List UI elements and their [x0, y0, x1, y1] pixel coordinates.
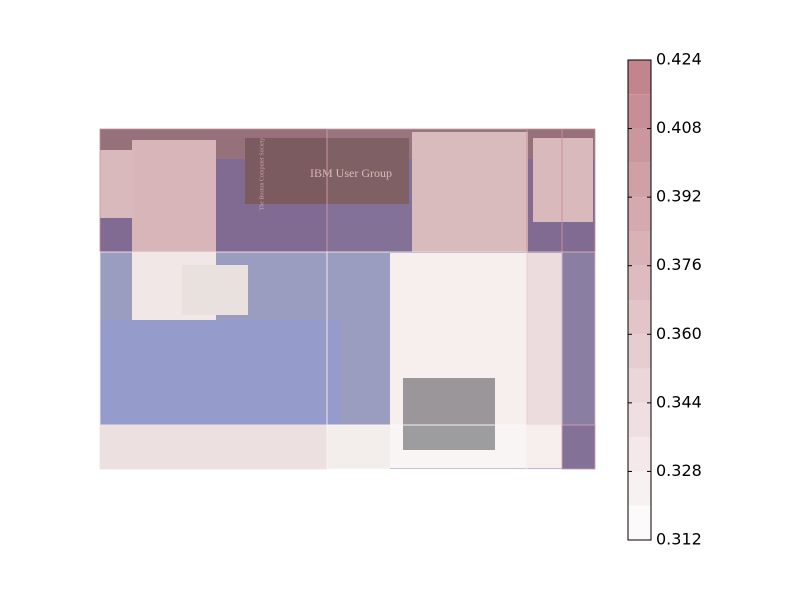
colorbar-tick-label: 0.392	[656, 187, 702, 206]
heatmap-cell	[526, 251, 563, 426]
colorbar-tick-label: 0.360	[656, 324, 702, 343]
heatmap-cell	[561, 251, 596, 426]
colorbar-tick-label: 0.424	[656, 50, 702, 69]
heatmap-cell	[561, 128, 596, 253]
colorbar-band	[628, 437, 651, 472]
heatmap-cell	[526, 424, 563, 470]
colorbar-band	[628, 334, 651, 369]
colorbar-band	[628, 162, 651, 198]
heatmap-cell	[326, 251, 528, 426]
colorbar-band	[628, 231, 651, 266]
heatmap-cell	[99, 251, 328, 426]
heatmap-cell	[326, 128, 528, 253]
heatmap-cell	[526, 128, 563, 253]
colorbar-tick-label: 0.376	[656, 255, 702, 274]
colorbar-band	[628, 471, 651, 506]
colorbar-tick-label: 0.312	[656, 530, 702, 549]
colorbar-tick-label: 0.408	[656, 118, 702, 137]
heatmap-cell	[99, 128, 328, 253]
heatmap-cell	[99, 424, 328, 470]
colorbar-band	[628, 300, 651, 335]
colorbar-band	[628, 128, 651, 163]
heatmap-cell	[561, 424, 596, 470]
colorbar-tick-label: 0.328	[656, 461, 702, 480]
colorbar-tick-label: 0.344	[656, 392, 702, 411]
colorbar-band	[628, 265, 651, 300]
colorbar-frame	[627, 59, 652, 541]
colorbar-band	[628, 402, 651, 438]
colorbar-band	[628, 60, 651, 95]
colorbar-band	[628, 505, 651, 540]
colorbar-band	[628, 94, 651, 129]
colorbar-band	[628, 197, 651, 232]
heatmap-cell	[326, 424, 528, 470]
colorbar-band	[628, 368, 651, 403]
